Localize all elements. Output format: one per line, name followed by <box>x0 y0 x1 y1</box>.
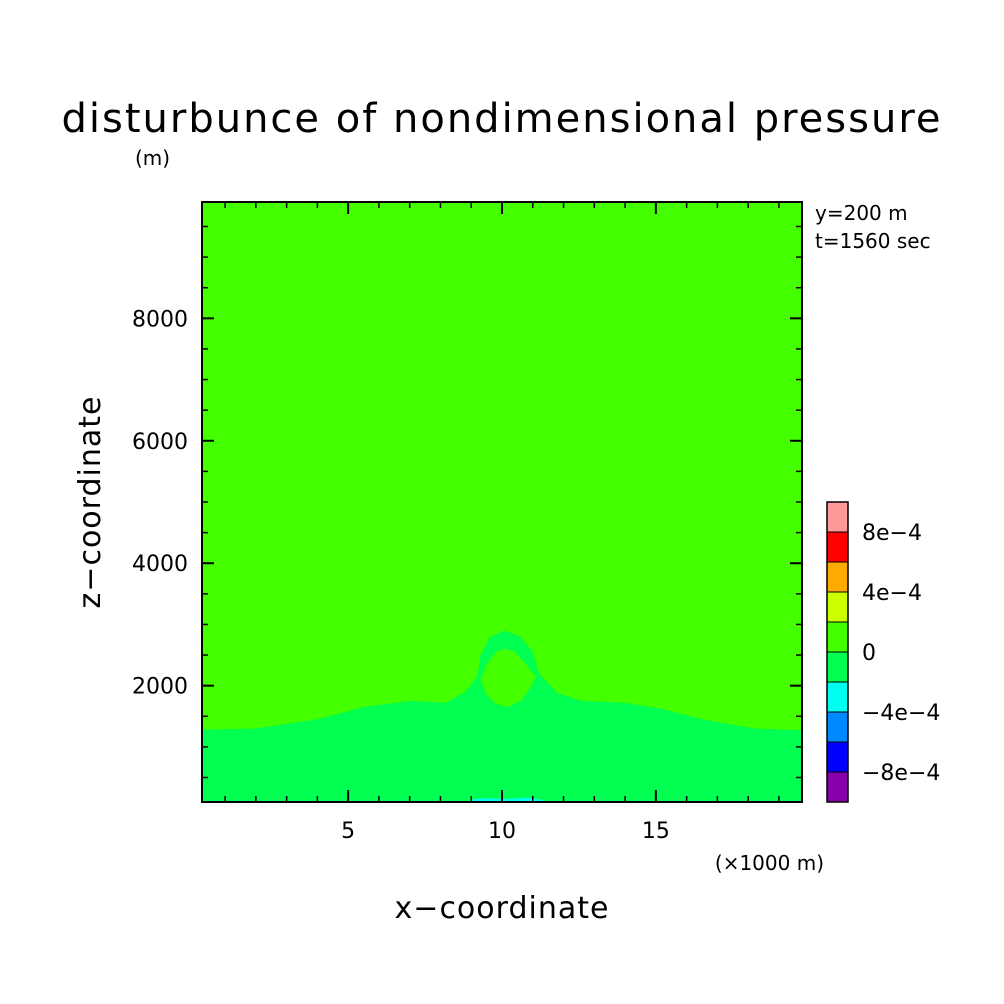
colorbar-swatch <box>826 591 849 623</box>
annotation-y: y=200 m <box>815 201 908 225</box>
colorbar-label: −8e−4 <box>862 761 940 786</box>
x-tick-label: 15 <box>642 819 670 844</box>
major-ticks <box>202 202 802 802</box>
colorbar-swatch <box>826 771 849 803</box>
colorbar-label: 4e−4 <box>862 581 922 606</box>
contour-regions <box>202 630 802 802</box>
y-tick-label: 8000 <box>132 307 188 332</box>
x-axis-label: x−coordinate <box>395 891 610 926</box>
contour-region-1 <box>480 648 536 708</box>
colorbar-frame <box>826 501 849 803</box>
colorbar-label: 0 <box>862 641 876 666</box>
x-tick-labels: 5 10 15 <box>341 819 670 844</box>
colorbar-label: 8e−4 <box>862 521 922 546</box>
y-axis-label: z−coordinate <box>73 396 108 609</box>
colorbar <box>826 501 849 803</box>
y-tick-label: 4000 <box>132 552 188 577</box>
y-unit-label: (m) <box>135 146 170 170</box>
contour-region-2 <box>465 797 549 802</box>
y-tick-label: 6000 <box>132 430 188 455</box>
colorbar-swatch <box>826 741 849 773</box>
colorbar-swatch <box>826 501 849 533</box>
y-tick-labels: 2000 4000 6000 8000 <box>132 307 188 699</box>
x-tick-label: 10 <box>488 819 516 844</box>
chart-title: disturbunce of nondimensional pressure <box>62 96 943 142</box>
y-tick-label: 2000 <box>132 675 188 700</box>
x-unit-label: (×1000 m) <box>715 851 824 875</box>
plot-frame <box>201 201 803 803</box>
x-tick-label: 5 <box>341 819 355 844</box>
colorbar-swatch <box>826 561 849 593</box>
colorbar-swatch <box>826 711 849 743</box>
annotation-t: t=1560 sec <box>815 229 931 253</box>
colorbar-swatch <box>826 651 849 683</box>
plot-area <box>201 201 803 803</box>
colorbar-label: −4e−4 <box>862 701 940 726</box>
colorbar-swatch <box>826 621 849 653</box>
colorbar-labels: −8e−4 −4e−4 0 4e−4 8e−4 <box>862 521 940 786</box>
colorbar-swatch <box>826 531 849 563</box>
contour-region-0 <box>202 630 802 802</box>
colorbar-swatch <box>826 681 849 713</box>
